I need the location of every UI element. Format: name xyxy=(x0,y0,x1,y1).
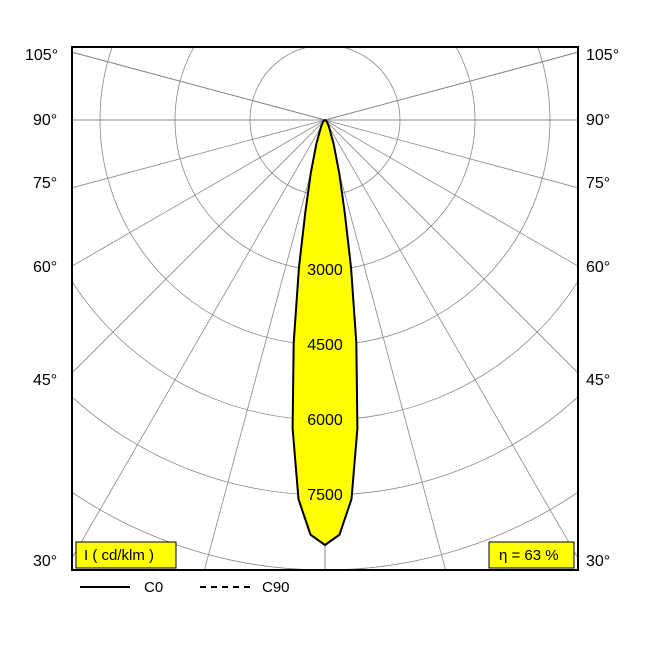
angle-label-right: 105° xyxy=(586,47,619,64)
angle-label-left: 30° xyxy=(33,553,57,570)
legend-c0: C0 xyxy=(144,579,163,596)
polar-chart: 3000 4500 6000 7500 I ( cd/klm ) η = 63 % 105°… xyxy=(0,0,650,650)
angle-label-right: 75° xyxy=(586,175,610,192)
angle-label-left: 75° xyxy=(33,175,57,192)
efficiency-label: η = 63 % xyxy=(499,547,559,564)
angle-label-right: 60° xyxy=(586,259,610,276)
unit-label: I ( cd/klm ) xyxy=(84,547,154,564)
intensity-lobe xyxy=(293,120,358,545)
ring-label: 3000 xyxy=(307,262,343,279)
angle-label-left: 60° xyxy=(33,259,57,276)
angle-label-left: 105° xyxy=(25,47,58,64)
legend-c90: C90 xyxy=(262,579,290,596)
angle-label-left: 45° xyxy=(33,372,57,389)
ring-label: 6000 xyxy=(307,412,343,429)
ring-label: 4500 xyxy=(307,337,343,354)
angle-label-left: 90° xyxy=(33,112,57,129)
angle-label-right: 45° xyxy=(586,372,610,389)
ring-label: 7500 xyxy=(307,487,343,504)
angle-label-right: 30° xyxy=(586,553,610,570)
angle-label-right: 90° xyxy=(586,112,610,129)
